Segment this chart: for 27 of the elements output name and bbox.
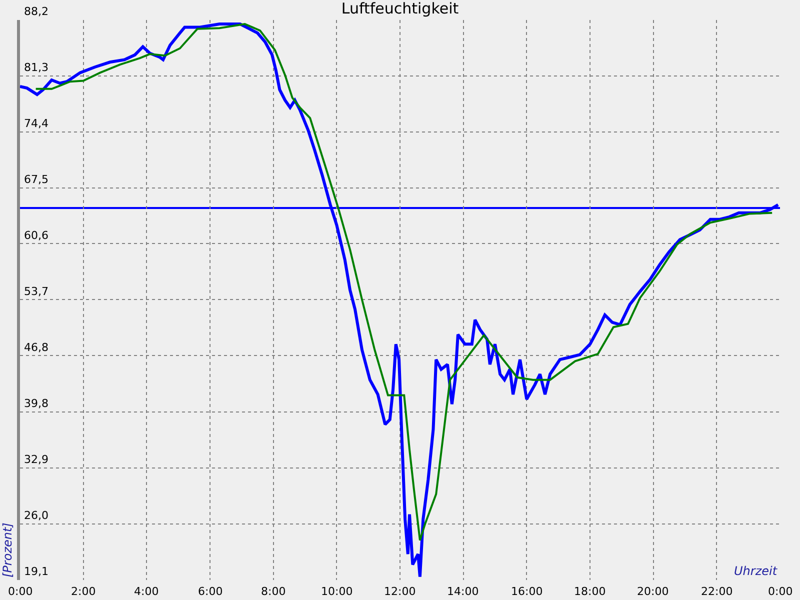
y-tick-label: 67,5 — [24, 173, 48, 186]
y-tick-label: 81,3 — [24, 61, 48, 74]
x-tick-label: 18:00 — [574, 585, 606, 598]
x-tick-label: 4:00 — [134, 585, 159, 598]
chart-title: Luftfeuchtigkeit — [341, 0, 459, 18]
y-axis-title: [Prozent] — [0, 522, 14, 578]
x-axis-title: Uhrzeit — [734, 564, 778, 578]
x-tick-label: 14:00 — [447, 585, 479, 598]
y-tick-label: 19,1 — [24, 565, 48, 578]
x-tick-label: 16:00 — [511, 585, 543, 598]
y-tick-label: 39,8 — [24, 397, 48, 410]
x-tick-label: 2:00 — [71, 585, 96, 598]
x-tick-label: 0:00 — [768, 585, 793, 598]
x-tick-label: 0:00 — [8, 585, 33, 598]
x-tick-label: 10:00 — [321, 585, 353, 598]
x-tick-label: 20:00 — [637, 585, 669, 598]
y-tick-label: 53,7 — [24, 285, 48, 298]
y-tick-label: 88,2 — [24, 5, 48, 18]
y-tick-label: 26,0 — [24, 509, 48, 522]
y-tick-label: 32,9 — [24, 453, 48, 466]
x-tick-label: 12:00 — [384, 585, 416, 598]
x-tick-label: 8:00 — [261, 585, 286, 598]
y-tick-label: 74,4 — [24, 117, 48, 130]
y-tick-label: 46,8 — [24, 341, 48, 354]
x-tick-label: 22:00 — [701, 585, 733, 598]
x-tick-label: 6:00 — [198, 585, 223, 598]
y-tick-label: 60,6 — [24, 229, 48, 242]
